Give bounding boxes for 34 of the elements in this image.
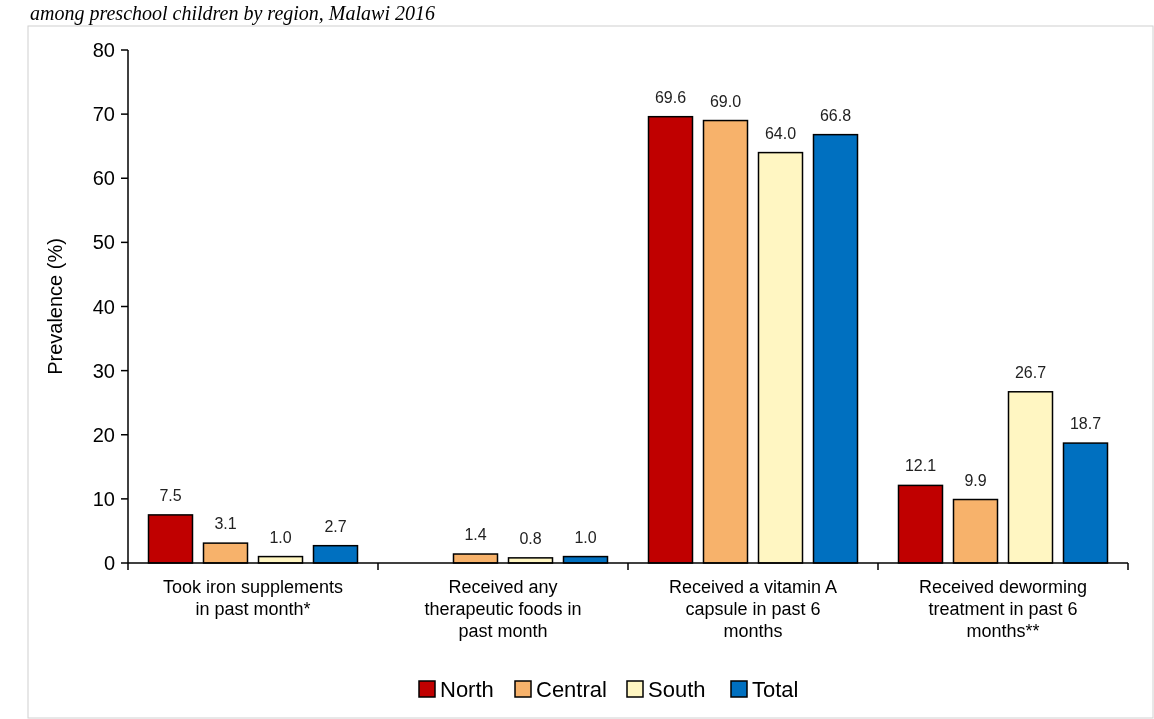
- data-label: 2.7: [324, 517, 347, 535]
- x-tick-label: Received a vitamin A capsule in past 6 months: [668, 577, 838, 641]
- y-axis-title: Prevalence (%): [44, 238, 66, 375]
- data-label: 3.1: [214, 515, 237, 533]
- data-label: 1.0: [574, 528, 597, 546]
- y-tick-label: 20: [92, 423, 115, 446]
- y-tick-label: 10: [92, 487, 115, 510]
- legend-label: South: [648, 677, 706, 702]
- y-tick-label: 30: [92, 359, 115, 382]
- y-tick-label: 60: [92, 167, 115, 190]
- legend-label: Central: [536, 677, 607, 702]
- x-tick-label: Took iron supplements in past month*: [162, 577, 344, 619]
- legend-label: Total: [752, 677, 799, 702]
- y-tick-label: 50: [92, 231, 115, 254]
- data-label: 12.1: [904, 457, 937, 475]
- data-label: 7.5: [159, 486, 182, 504]
- data-label: 0.8: [519, 529, 542, 547]
- data-label: 18.7: [1069, 415, 1102, 433]
- data-label: 64.0: [764, 124, 797, 142]
- data-label: 26.7: [1014, 363, 1047, 381]
- x-tick-label: Received any therapeutic foods in past month: [424, 577, 582, 641]
- x-tick-label: Received deworming treatment in past 6 months**: [918, 577, 1088, 641]
- chart-title: among preschool children by region, Malawi 2016: [30, 2, 435, 25]
- y-tick-label: 70: [92, 103, 115, 126]
- data-label: 9.9: [964, 471, 987, 489]
- y-tick-label: 40: [92, 295, 115, 318]
- data-label: 1.4: [464, 526, 487, 544]
- y-tick-label: 80: [92, 39, 115, 61]
- data-label: 69.0: [709, 92, 742, 110]
- data-label: 1.0: [269, 528, 292, 546]
- y-tick-label: 0: [103, 552, 115, 574]
- data-label: 66.8: [819, 106, 852, 124]
- data-label: 69.6: [654, 88, 687, 106]
- legend-label: North: [440, 677, 494, 702]
